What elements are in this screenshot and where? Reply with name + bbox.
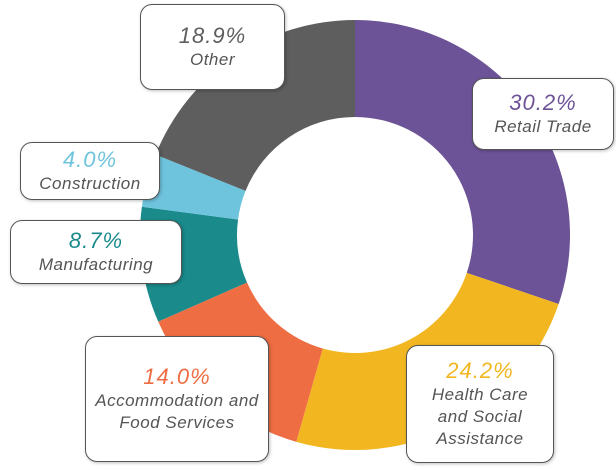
- donut-slice: [141, 154, 246, 220]
- donut-slice: [355, 20, 571, 305]
- slice-label: 8.7% Manufacturing: [10, 220, 182, 284]
- category-label: Health Care and Social Assistance: [431, 385, 529, 448]
- value-label: 24.2%: [446, 358, 514, 383]
- slice-label: 24.2% Health Care and Social Assistance: [406, 345, 554, 463]
- value-label: 30.2%: [509, 90, 577, 115]
- donut-slice: [155, 20, 355, 191]
- slice-label: 4.0% Construction: [20, 142, 160, 200]
- category-label: Retail Trade: [494, 117, 592, 136]
- value-label: 18.9%: [178, 23, 247, 48]
- slice-label: 14.0% Accommodation and Food Services: [85, 336, 269, 462]
- category-label: Manufacturing: [38, 255, 154, 274]
- slice-label: 30.2% Retail Trade: [472, 78, 614, 150]
- value-label: 14.0%: [143, 364, 211, 389]
- slice-label: 18.9% Other: [140, 4, 285, 90]
- category-label: Accommodation and Food Services: [95, 391, 259, 432]
- category-label: Construction: [39, 174, 141, 193]
- category-label: Other: [189, 50, 236, 69]
- value-label: 4.0%: [62, 147, 118, 172]
- value-label: 8.7%: [68, 228, 124, 253]
